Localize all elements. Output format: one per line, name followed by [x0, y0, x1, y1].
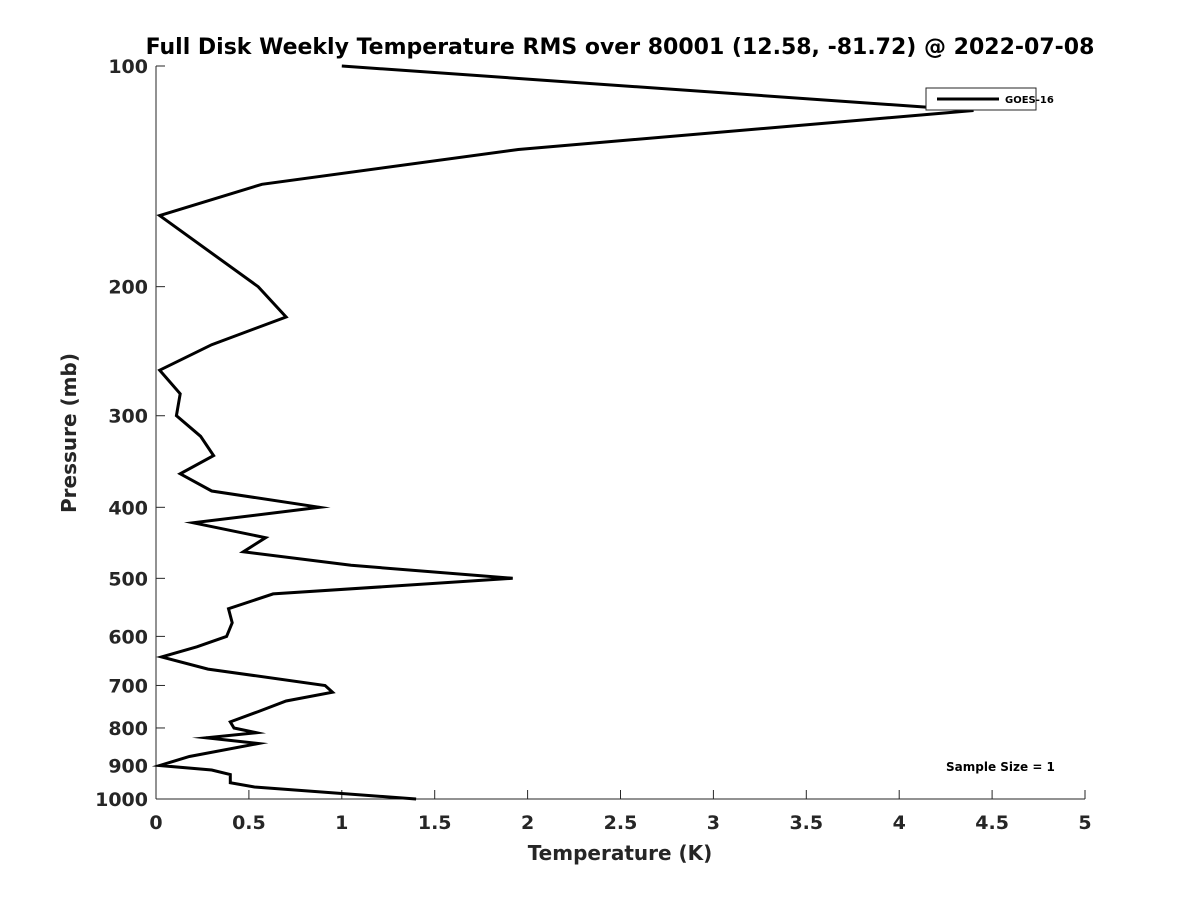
x-tick-label: 2 — [521, 812, 534, 834]
x-tick-label: 0.5 — [232, 812, 266, 834]
y-tick-label: 800 — [108, 718, 148, 740]
x-axis-label: Temperature (K) — [528, 841, 713, 865]
ticks: 0 0.5 1 1.5 2 2.5 3 3.5 4 4.5 5 100 200 300 400 500 600 7… — [95, 56, 1092, 834]
chart-title: Full Disk Weekly Temperature RMS over 80… — [146, 35, 1095, 60]
x-tick-label: 0 — [149, 812, 162, 834]
x-tick-label: 4 — [893, 812, 906, 834]
y-tick-label: 1000 — [95, 789, 148, 811]
y-tick-label: 100 — [108, 56, 148, 78]
x-tick-label: 4.5 — [975, 812, 1009, 834]
series-line — [151, 64, 974, 801]
x-tick-label: 3 — [707, 812, 720, 834]
y-tick-label: 300 — [108, 406, 148, 428]
x-tick-label: 5 — [1078, 812, 1091, 834]
legend: GOES-16 — [925, 87, 1054, 111]
x-tick-label: 2.5 — [604, 812, 638, 834]
axes — [155, 66, 1085, 800]
y-tick-label: 900 — [108, 755, 148, 777]
y-tick-label: 600 — [108, 626, 148, 648]
x-tick-label: 3.5 — [789, 812, 823, 834]
y-tick-label: 400 — [108, 497, 148, 519]
y-axis-label: Pressure (mb) — [57, 353, 81, 513]
y-tick-label: 700 — [108, 675, 148, 697]
legend-label: GOES-16 — [1005, 95, 1054, 106]
y-tick-label: 500 — [108, 568, 148, 590]
x-tick-label: 1.5 — [418, 812, 452, 834]
y-tick-label: 200 — [108, 277, 148, 299]
x-tick-label: 1 — [335, 812, 348, 834]
series-lines — [151, 64, 974, 801]
sample-size-annotation: Sample Size = 1 — [946, 760, 1055, 774]
